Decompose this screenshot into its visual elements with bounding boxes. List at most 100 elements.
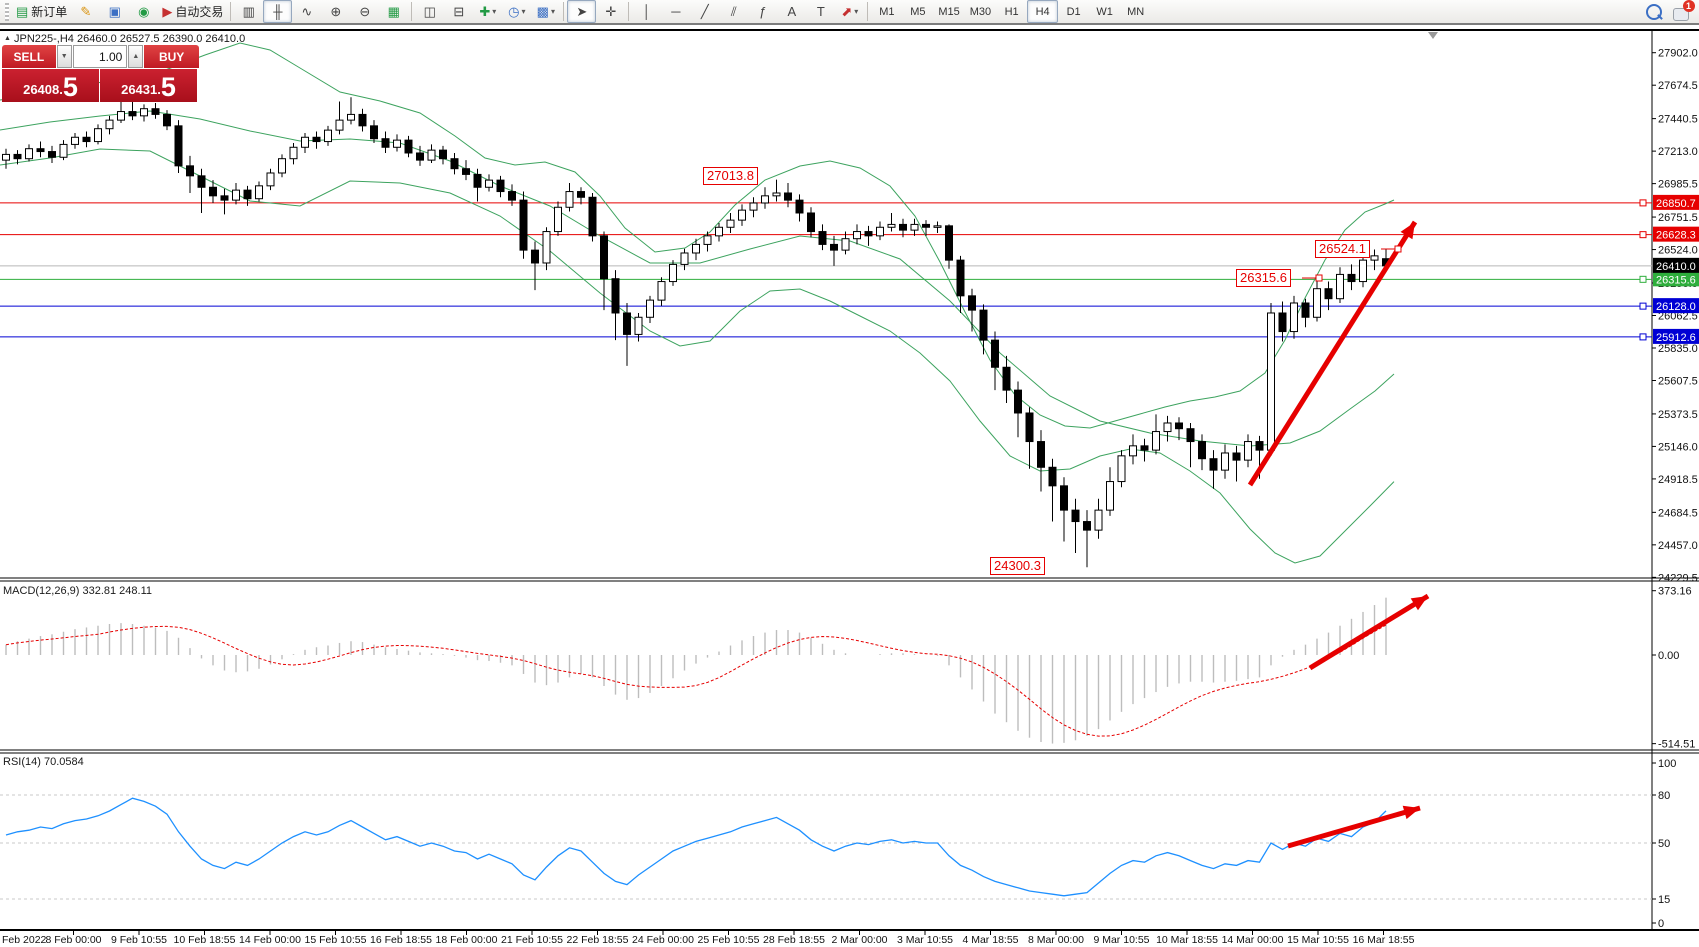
candle-body-bear (588, 196, 597, 237)
fibonacci-button[interactable]: ƒ (748, 0, 777, 23)
candle-body-bull (1117, 455, 1126, 483)
zoom-in-button[interactable]: ⊕ (321, 0, 350, 23)
candle-body-bear (818, 231, 827, 245)
chart-shift-marker-icon[interactable] (1428, 32, 1438, 39)
cursor-button[interactable]: ➤ (567, 0, 597, 23)
candle-body-bear (82, 136, 91, 143)
candle-body-bull (1106, 481, 1114, 511)
shapes-button[interactable]: ⬈ ▾ (835, 0, 864, 23)
candle-body-bear (1347, 273, 1356, 283)
timeframe-button-m5[interactable]: M5 (910, 5, 926, 18)
timeframe-button-mn[interactable]: MN (1127, 5, 1145, 18)
candle-body-bear (381, 138, 390, 148)
indicator-window-button[interactable]: ◫ (415, 0, 444, 23)
hline-anchor-marker[interactable] (1639, 302, 1647, 310)
annotation-anchor-marker[interactable] (1394, 245, 1402, 253)
profile-button[interactable]: ▣ (100, 0, 129, 23)
add-indicator-button[interactable]: ✚ ▾ (473, 0, 502, 23)
timeframe-button-m30[interactable]: M30 (969, 5, 992, 18)
toolbar-grip[interactable] (5, 2, 9, 21)
hline-button[interactable]: ─ (661, 0, 690, 23)
vline-button[interactable]: │ (632, 0, 661, 23)
trend-arrow[interactable] (1247, 220, 1418, 487)
text-button[interactable]: A (777, 0, 806, 23)
price-label-26628.3-text: 26628.3 (1656, 230, 1696, 242)
candle-body-bear (991, 339, 999, 368)
price-label-26315.6-text: 26315.6 (1656, 274, 1696, 286)
new-order-button[interactable]: ▤ 新订单 (12, 0, 71, 23)
trend-arrowhead[interactable] (1410, 596, 1428, 611)
timeframe-button-m1[interactable]: M1 (879, 5, 895, 18)
candle-body-bear (1186, 428, 1195, 443)
candle-body-bull (71, 136, 79, 145)
chart-collapse-icon[interactable]: ▲ (4, 35, 11, 42)
hline-anchor-marker[interactable] (1639, 333, 1647, 341)
timeframe-button-w1[interactable]: W1 (1096, 5, 1113, 18)
signal-button[interactable]: ◉ (129, 0, 158, 23)
buy-price[interactable]: 26431. 5 (100, 69, 197, 102)
trend-arrowhead[interactable] (1400, 222, 1415, 240)
price-axis-tick-label: 26751.5 (1658, 212, 1698, 224)
period-button[interactable]: ◷ ▾ (502, 0, 531, 23)
search-button[interactable] (1639, 0, 1668, 23)
candle-body-bull (1152, 431, 1160, 451)
toolbar: ▤ 新订单 ✎ ▣ ◉ ▶ 自动交易 ▥ ╫ ∿ ⊕ ⊖ (0, 0, 1699, 25)
trend-arrowhead[interactable] (1402, 805, 1420, 820)
candle-body-bear (163, 113, 171, 127)
volume-decrease-button[interactable]: ▼ (56, 45, 72, 68)
candle-body-bear (1278, 312, 1287, 333)
bar-chart-button[interactable]: ▥ (234, 0, 263, 23)
macd-label: MACD(12,26,9) 332.81 248.11 (3, 585, 152, 597)
text-icon: A (787, 4, 797, 19)
indicator-sub-button[interactable]: ⊟ (444, 0, 473, 23)
autotrade-button[interactable]: ▶ 自动交易 (158, 0, 227, 23)
highlighter-button[interactable]: ✎ (71, 0, 100, 23)
timeframe-button-m15[interactable]: M15 (938, 5, 960, 18)
volume-input[interactable]: 1.00 (72, 45, 128, 68)
hline-anchor-marker[interactable] (1639, 199, 1647, 207)
candlestick-button[interactable]: ╫ (263, 0, 293, 23)
price-label-26128.0-text: 26128.0 (1656, 301, 1696, 313)
text-label-icon: T (816, 4, 825, 19)
price-annotation-24300.3[interactable]: 24300.3 (990, 557, 1045, 575)
chevron-down-icon: ▾ (492, 7, 497, 16)
trend-arrow[interactable] (1287, 805, 1421, 849)
line-chart-button[interactable]: ∿ (292, 0, 321, 23)
candle-body-bull (278, 158, 286, 174)
notifications-button[interactable]: 1 (1668, 0, 1697, 23)
template-button[interactable]: ▩ ▾ (531, 0, 560, 23)
candle-body-bull (738, 209, 746, 221)
zoom-out-button[interactable]: ⊖ (350, 0, 379, 23)
price-annotation-27013.8[interactable]: 27013.8 (703, 167, 758, 185)
sell-price[interactable]: 26408. 5 (2, 69, 99, 102)
candle-body-bull (554, 206, 562, 233)
text-label-button[interactable]: T (806, 0, 835, 23)
candle-body-bull (1094, 509, 1103, 531)
trendline-button[interactable]: ╱ (690, 0, 719, 23)
annotation-anchor-marker[interactable] (1315, 274, 1323, 282)
timeframe-button-h1[interactable]: H1 (1004, 5, 1019, 18)
price-annotation-26315.6[interactable]: 26315.6 (1236, 269, 1291, 287)
timeframe-button-d1[interactable]: D1 (1066, 5, 1081, 18)
current-price-label-text: 26410.0 (1656, 261, 1696, 273)
crosshair-button[interactable]: ✛ (596, 0, 625, 23)
hline-anchor-marker[interactable] (1639, 231, 1647, 239)
channel-button[interactable]: ⫽ (719, 0, 748, 23)
price-axis-tick-label: 25373.5 (1658, 409, 1698, 421)
candle-body-bear (496, 179, 505, 193)
price-annotation-26524.1[interactable]: 26524.1 (1315, 240, 1370, 258)
buy-button[interactable]: BUY (144, 45, 199, 68)
candle-body-bear (1140, 445, 1149, 451)
candle-body-bull (887, 223, 896, 228)
volume-increase-button[interactable]: ▲ (128, 45, 144, 68)
tile-windows-button[interactable]: ▦ (379, 0, 408, 23)
hline-anchor-marker[interactable] (1639, 275, 1647, 283)
timeframe-button-h4[interactable]: H4 (1027, 0, 1059, 23)
price-label-26628.3 (1653, 226, 1699, 242)
clock-icon: ◷ (508, 3, 520, 19)
sell-button[interactable]: SELL (2, 45, 56, 68)
time-axis-label: Feb 2022 (2, 934, 47, 946)
rsi-axis-label: 50 (1658, 838, 1670, 850)
trend-arrow[interactable] (1308, 593, 1430, 671)
